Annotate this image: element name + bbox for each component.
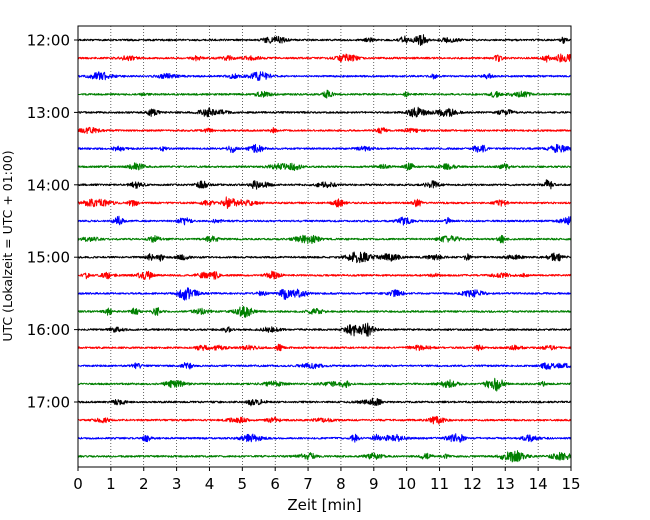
x-tick-label: 0 bbox=[73, 475, 83, 493]
x-tick-label: 5 bbox=[238, 475, 248, 493]
seismogram-trace bbox=[77, 196, 572, 210]
seismogram-trace bbox=[77, 287, 572, 301]
x-tick-label: 4 bbox=[205, 475, 215, 493]
seismogram-trace bbox=[77, 34, 572, 46]
y-tick-label: 15:00 bbox=[27, 249, 70, 267]
plot-frame bbox=[77, 25, 572, 468]
x-tick-label: 11 bbox=[430, 475, 449, 493]
y-tick-label: 12:00 bbox=[27, 32, 70, 50]
seismogram-trace bbox=[77, 126, 572, 135]
x-tick-label: 6 bbox=[270, 475, 280, 493]
x-tick-label: 13 bbox=[496, 475, 515, 493]
seismogram-trace bbox=[77, 179, 572, 190]
seismogram-trace bbox=[77, 322, 572, 337]
seismogram-trace bbox=[77, 397, 572, 407]
seismogram-trace bbox=[77, 270, 572, 281]
seismogram-trace bbox=[77, 433, 572, 443]
seismogram-trace bbox=[77, 89, 572, 99]
seismogram-trace bbox=[77, 305, 572, 318]
x-tick-label: 1 bbox=[106, 475, 116, 493]
x-tick-label: 12 bbox=[463, 475, 482, 493]
y-axis-ticks: 12:00 13:00 14:00 15:00 16:00 17:00 bbox=[27, 32, 78, 412]
y-tick-label: 17:00 bbox=[27, 394, 70, 412]
seismogram-trace bbox=[77, 377, 572, 392]
x-tick-label: 7 bbox=[303, 475, 313, 493]
seismogram-trace bbox=[77, 234, 572, 245]
x-tick-label: 10 bbox=[397, 475, 416, 493]
seismogram-trace bbox=[77, 71, 572, 81]
x-tick-label: 2 bbox=[139, 475, 149, 493]
seismogram-trace bbox=[77, 362, 572, 370]
x-tick-label: 14 bbox=[529, 475, 548, 493]
seismogram-trace bbox=[77, 215, 572, 226]
y-axis-label: UTC (Lokalzeit = UTC + 01:00) bbox=[0, 150, 15, 341]
x-axis-ticks: 0 1 2 3 4 5 6 7 8 9 10 11 12 13 14 15 bbox=[73, 467, 581, 493]
x-tick-label: 3 bbox=[172, 475, 182, 493]
seismogram-traces bbox=[77, 34, 572, 463]
seismogram-trace bbox=[77, 143, 572, 154]
seismogram-trace bbox=[77, 415, 572, 425]
seismogram-trace bbox=[77, 343, 572, 352]
x-tick-label: 9 bbox=[369, 475, 379, 493]
seismogram-trace bbox=[77, 53, 572, 63]
seismogram-trace bbox=[77, 450, 572, 463]
x-axis-label: Zeit [min] bbox=[287, 496, 361, 514]
y-tick-label: 16:00 bbox=[27, 321, 70, 339]
seismogram-trace bbox=[77, 162, 572, 171]
y-tick-label: 13:00 bbox=[27, 104, 70, 122]
seismogram-trace bbox=[77, 251, 572, 264]
x-tick-label: 8 bbox=[336, 475, 346, 493]
seismogram-trace bbox=[77, 106, 572, 118]
x-tick-label: 15 bbox=[561, 475, 580, 493]
y-tick-label: 14:00 bbox=[27, 176, 70, 194]
